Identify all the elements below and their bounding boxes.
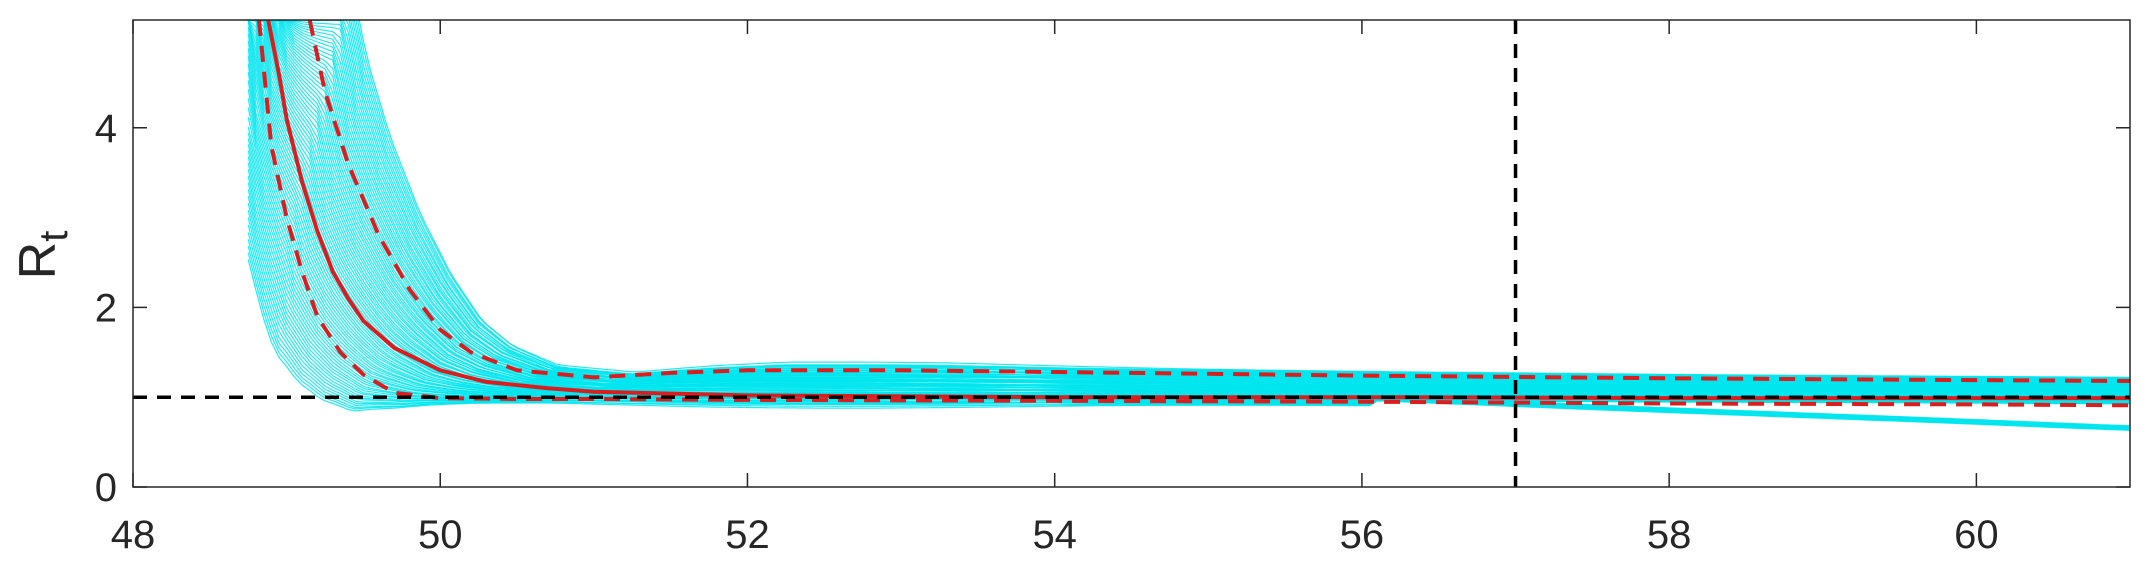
x-tick-label: 52 [725,513,770,557]
reference-lines [133,20,2130,487]
axis-ticks: 48 50 52 54 56 58 60 0 2 4 [95,20,2130,557]
plot-frame [132,19,2131,488]
lower-bound-line [257,20,2130,408]
x-tick-label: 58 [1647,513,1692,557]
sample-line [248,20,2130,378]
y-axis-label-main: R [9,242,67,280]
x-tick-label: 48 [111,513,156,557]
y-axis-label-subscript: t [32,231,76,242]
y-tick-label: 4 [95,107,117,151]
x-tick-label: 54 [1032,513,1077,557]
upper-bound-line [307,20,2130,383]
x-tick-label: 56 [1340,513,1385,557]
y-tick-label: 0 [95,466,117,510]
y-axis-label: Rt [9,231,76,280]
y-tick-label: 2 [95,286,117,330]
plot-area [133,20,2130,487]
x-tick-label: 60 [1954,513,1999,557]
x-tick-label: 50 [418,513,463,557]
